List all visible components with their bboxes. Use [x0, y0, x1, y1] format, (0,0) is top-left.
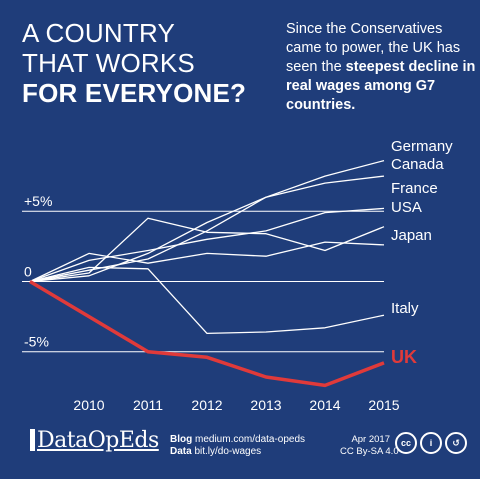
logo-mark-icon	[30, 429, 35, 451]
subtext: Since the Conservatives came to power, t…	[286, 20, 476, 115]
dataopeds-logo[interactable]: DataOpEds	[30, 428, 159, 453]
logo-text: DataOpEds	[37, 428, 159, 453]
series-line-uk	[29, 279, 385, 388]
license-text: CC By-SA 4.0	[340, 446, 399, 457]
blog-link[interactable]: medium.com/data-opeds	[195, 434, 306, 445]
headline-line-1: A COUNTRY	[22, 18, 176, 48]
series-label-usa: USA	[391, 199, 422, 216]
y-tick-label-1: 0	[24, 263, 32, 279]
series-label-canada: Canada	[391, 156, 444, 173]
cc-license-icons: cc i ↺	[395, 432, 467, 454]
series-label-france: France	[391, 180, 438, 197]
data-link[interactable]: bit.ly/do-wages	[194, 446, 262, 457]
series-line-usa	[29, 217, 385, 283]
y-tick-label-0: +5%	[24, 193, 52, 209]
x-tick-label-2014: 2014	[309, 397, 340, 413]
y-tick-label-2: -5%	[24, 334, 49, 350]
series-label-germany: Germany	[391, 138, 453, 155]
subtext-bold-1: steepest decline in real wages	[286, 59, 476, 94]
series-line-italy	[29, 266, 385, 335]
source-links: Blog medium.com/data-opeds Data bit.ly/d…	[170, 434, 305, 458]
publication-date: Apr 2017	[351, 434, 390, 445]
publication-meta: Apr 2017 CC By-SA 4.0	[340, 434, 399, 458]
x-tick-label-2015: 2015	[368, 397, 399, 413]
headline-line-3: FOR EVERYONE?	[22, 78, 247, 108]
headline: A COUNTRY THAT WORKS FOR EVERYONE?	[22, 18, 246, 108]
series-line-france	[29, 207, 385, 283]
series-line-japan	[29, 241, 385, 283]
footer: DataOpEds Blog medium.com/data-opeds Dat…	[0, 420, 480, 479]
series-label-uk: UK	[391, 347, 417, 367]
blog-label: Blog	[170, 434, 193, 445]
data-label: Data	[170, 446, 192, 457]
x-tick-label-2011: 2011	[133, 397, 163, 413]
x-tick-label-2012: 2012	[191, 397, 222, 413]
subtext-part-1: Since the Conservatives came to power, t…	[286, 21, 461, 75]
subtext-bold-2: .	[351, 97, 356, 113]
share-alike-icon: ↺	[445, 432, 467, 454]
series-line-canada	[29, 175, 385, 283]
wage-chart: +5% 0 -5% 2010 2011 2012 2013 2014 2015 GermanyCa…	[22, 138, 453, 413]
attribution-icon: i	[420, 432, 442, 454]
subtext-part-2: among G7 countries	[286, 78, 436, 113]
cc-icon: cc	[395, 432, 417, 454]
series-label-italy: Italy	[391, 300, 419, 317]
headline-line-2: THAT WORKS	[22, 48, 195, 78]
series-line-germany	[29, 159, 385, 283]
x-tick-label-2013: 2013	[250, 397, 281, 413]
series-label-japan: Japan	[391, 227, 432, 244]
x-tick-label-2010: 2010	[73, 397, 104, 413]
